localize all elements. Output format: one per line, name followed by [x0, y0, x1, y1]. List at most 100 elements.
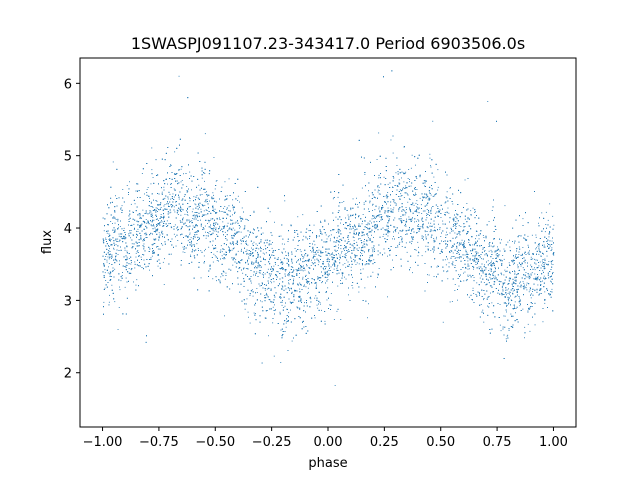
data-point — [288, 273, 289, 275]
data-point — [150, 183, 152, 185]
data-point — [128, 258, 130, 259]
data-point — [141, 223, 143, 225]
data-point — [285, 288, 287, 290]
data-point — [335, 245, 336, 247]
data-point — [272, 306, 274, 308]
data-point — [288, 255, 289, 257]
data-point — [128, 268, 130, 269]
data-point — [492, 275, 494, 276]
data-point — [273, 265, 275, 267]
data-point — [152, 244, 154, 246]
data-point — [329, 259, 330, 261]
data-point — [228, 205, 230, 207]
data-point — [455, 221, 457, 222]
data-point — [214, 255, 216, 257]
data-point — [524, 262, 526, 264]
data-point — [299, 273, 300, 274]
data-point — [333, 257, 335, 259]
data-point — [430, 166, 432, 168]
data-point — [319, 229, 321, 230]
data-point — [224, 278, 226, 280]
data-point — [551, 240, 553, 242]
data-point — [164, 204, 166, 205]
data-point — [402, 187, 404, 189]
data-point — [393, 207, 395, 209]
data-point — [514, 279, 516, 281]
data-point — [419, 207, 420, 209]
data-point — [487, 101, 489, 102]
data-point — [265, 294, 267, 295]
data-point — [231, 249, 233, 251]
data-point — [151, 206, 153, 207]
data-point — [222, 217, 224, 219]
data-point — [430, 222, 432, 224]
data-point — [255, 313, 256, 314]
data-point — [151, 225, 153, 227]
data-point — [524, 337, 525, 339]
data-point — [162, 261, 164, 263]
data-point — [450, 227, 452, 229]
data-point — [310, 265, 312, 266]
data-point — [440, 217, 442, 218]
data-point — [306, 264, 307, 265]
data-point — [378, 177, 380, 179]
data-point — [518, 254, 520, 255]
data-point — [139, 213, 141, 215]
data-point — [473, 277, 475, 278]
data-point — [302, 214, 304, 216]
data-point — [548, 261, 550, 262]
data-point — [247, 244, 249, 246]
data-point — [290, 309, 291, 311]
data-point — [531, 234, 533, 236]
data-point — [409, 207, 411, 209]
data-point — [137, 190, 139, 192]
data-point — [361, 223, 363, 225]
data-point — [394, 226, 396, 228]
data-point — [362, 234, 364, 236]
data-point — [135, 284, 137, 286]
data-point — [241, 248, 242, 250]
data-point — [489, 245, 490, 247]
data-point — [280, 262, 282, 264]
data-point — [220, 249, 222, 251]
data-point — [311, 282, 313, 284]
data-point — [386, 196, 388, 198]
data-point — [118, 235, 120, 237]
data-point — [201, 194, 203, 195]
data-point — [204, 250, 205, 252]
data-point — [160, 207, 162, 208]
data-point — [546, 255, 548, 257]
data-point — [173, 233, 175, 235]
data-point — [111, 276, 112, 277]
data-point — [338, 253, 339, 255]
data-point — [395, 205, 397, 206]
data-point — [350, 215, 352, 217]
data-point — [168, 253, 170, 255]
data-point — [371, 218, 373, 220]
data-point — [483, 299, 484, 301]
data-point — [488, 274, 490, 275]
data-point — [256, 271, 258, 273]
data-point — [280, 297, 282, 298]
data-point — [261, 273, 263, 275]
data-point — [491, 302, 493, 304]
data-point — [551, 247, 553, 249]
data-point — [387, 207, 389, 209]
data-point — [264, 239, 266, 241]
data-point — [463, 257, 464, 259]
data-point — [454, 290, 456, 291]
data-point — [112, 161, 114, 163]
data-point — [411, 243, 412, 245]
data-point — [306, 282, 308, 284]
data-point — [150, 202, 152, 204]
data-point — [215, 180, 217, 182]
data-point — [201, 177, 203, 179]
data-point — [166, 220, 168, 222]
data-point — [492, 243, 493, 244]
data-point — [252, 295, 254, 297]
data-point — [429, 153, 431, 155]
data-point — [468, 296, 470, 298]
data-point — [372, 210, 373, 211]
data-point — [204, 201, 206, 203]
data-point — [467, 274, 469, 276]
